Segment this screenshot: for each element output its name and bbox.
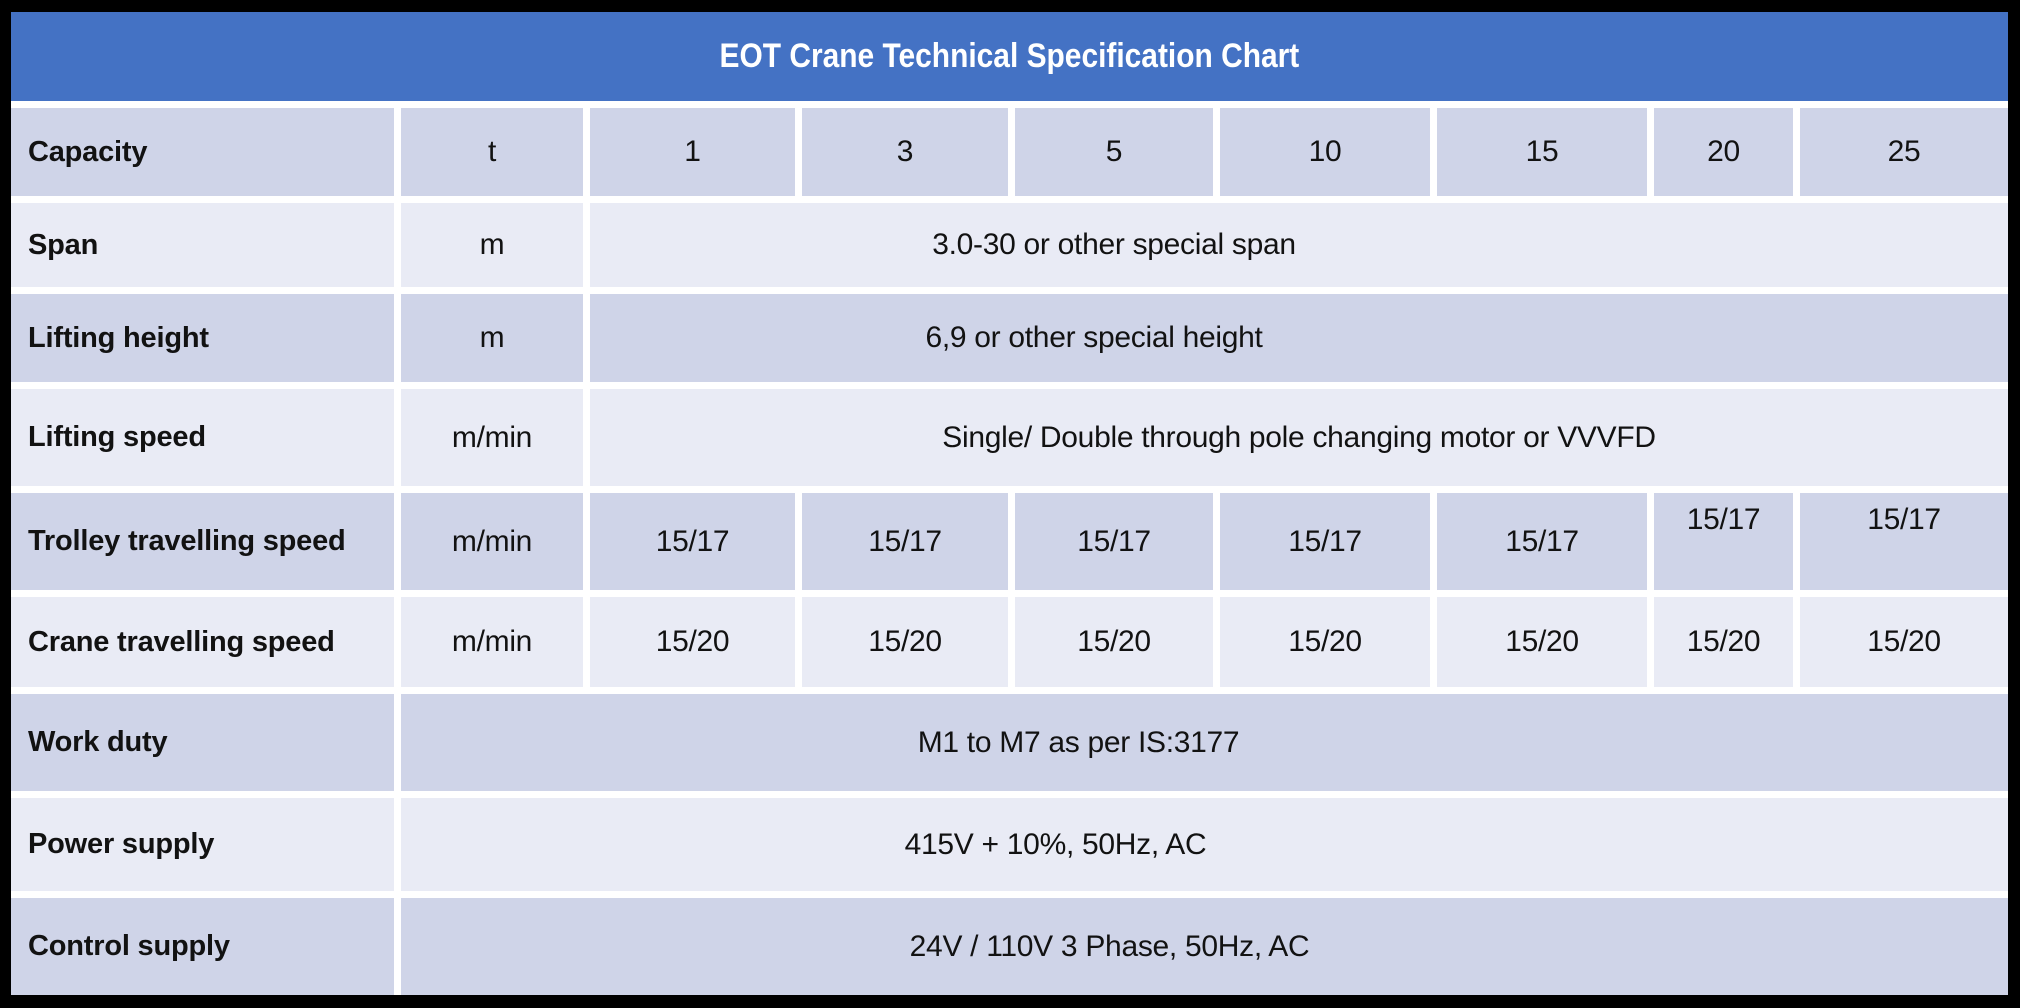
crane-speed-value-text: 15/20	[868, 625, 942, 658]
row-span-unit-text: m	[479, 228, 505, 261]
trolley-speed-value-cell: 15/17	[802, 493, 1008, 590]
row-control-supply-value-cell: 24V / 110V 3 Phase, 50Hz, AC	[401, 898, 2008, 995]
crane-speed-value-cell: 15/20	[1800, 597, 2008, 687]
trolley-speed-value-text: 15/17	[1686, 503, 1761, 536]
crane-speed-value-text: 15/20	[1867, 625, 1941, 658]
trolley-speed-value-cell: 15/17	[590, 493, 795, 590]
capacity-value-cell: 10	[1220, 108, 1430, 196]
row-lifting-speed-label-text: Lifting speed	[28, 421, 206, 453]
capacity-value-text: 5	[1105, 135, 1123, 168]
trolley-speed-value-cell: 15/17	[1015, 493, 1213, 590]
row-lifting-speed-unit-text: m/min	[451, 420, 533, 454]
trolley-speed-value-text: 15/17	[1288, 524, 1362, 558]
trolley-speed-value-text: 15/17	[655, 524, 730, 558]
row-crane-speed-label-text: Crane travelling speed	[28, 625, 335, 658]
capacity-value-text: 10	[1308, 135, 1342, 168]
trolley-speed-value-cell: 15/17	[1220, 493, 1430, 590]
crane-speed-value-cell: 15/20	[802, 597, 1008, 687]
crane-speed-value-text: 15/20	[1686, 625, 1761, 658]
row-lifting-speed-value-cell: Single/ Double through pole changing mot…	[590, 389, 2008, 486]
row-span-value-text: 3.0-30 or other special span	[932, 228, 1296, 261]
crane-speed-value-cell: 15/20	[1437, 597, 1647, 687]
row-work-duty-value-text: M1 to M7 as per IS:3177	[917, 725, 1240, 759]
capacity-value-cell: 5	[1015, 108, 1213, 196]
row-work-duty-value-cell: M1 to M7 as per IS:3177	[401, 694, 2008, 791]
capacity-value-cell: 3	[802, 108, 1008, 196]
row-crane-speed-unit-text: m/min	[451, 625, 533, 658]
row-capacity-unit: t	[401, 108, 583, 196]
crane-speed-value-cell: 15/20	[1015, 597, 1213, 687]
trolley-speed-value-text: 15/17	[1505, 524, 1579, 558]
crane-speed-value-text: 15/20	[1077, 625, 1151, 658]
row-lifting-speed-label: Lifting speed	[11, 389, 394, 486]
capacity-value-text: 15	[1525, 135, 1559, 168]
row-trolley-speed-label: Trolley travelling speed	[11, 493, 394, 590]
row-span-label-text: Span	[28, 228, 99, 261]
table-title-bar: EOT Crane Technical Specification Chart	[11, 12, 2008, 101]
trolley-speed-value-text: 15/17	[868, 524, 942, 558]
capacity-value-cell: 25	[1800, 108, 2008, 196]
row-capacity-label-text: Capacity	[28, 135, 148, 168]
crane-spec-table: EOT Crane Technical Specification Chart …	[11, 12, 2008, 995]
crane-speed-value-cell: 15/20	[590, 597, 795, 687]
row-lifting-speed-value-text: Single/ Double through pole changing mot…	[942, 420, 1656, 454]
row-crane-speed-label: Crane travelling speed	[11, 597, 394, 687]
crane-speed-value-text: 15/20	[1505, 625, 1579, 658]
trolley-speed-value-text: 15/17	[1867, 503, 1941, 536]
row-span-unit: m	[401, 203, 583, 287]
row-capacity-unit-text: t	[487, 135, 497, 168]
capacity-value-text: 3	[896, 135, 914, 168]
row-trolley-speed-unit-text: m/min	[451, 524, 533, 558]
row-control-supply-label-text: Control supply	[28, 930, 230, 962]
capacity-value-cell: 15	[1437, 108, 1647, 196]
row-lifting-height-unit-text: m	[479, 321, 505, 354]
row-lifting-height-unit: m	[401, 294, 583, 382]
row-crane-speed-unit: m/min	[401, 597, 583, 687]
row-control-supply-value-text: 24V / 110V 3 Phase, 50Hz, AC	[909, 929, 1310, 963]
capacity-value-text: 1	[684, 135, 701, 168]
row-trolley-speed-unit: m/min	[401, 493, 583, 590]
row-power-supply-label-text: Power supply	[28, 828, 215, 860]
row-lifting-height-value-text: 6,9 or other special height	[925, 321, 1263, 354]
capacity-value-text: 25	[1887, 135, 1921, 168]
capacity-value-text: 20	[1707, 135, 1740, 168]
row-work-duty-label: Work duty	[11, 694, 394, 791]
row-control-supply-label: Control supply	[11, 898, 394, 995]
trolley-speed-value-cell: 15/17	[1654, 493, 1793, 590]
row-lifting-speed-unit: m/min	[401, 389, 583, 486]
row-span-label: Span	[11, 203, 394, 287]
row-power-supply-value-text: 415V + 10%, 50Hz, AC	[904, 827, 1207, 861]
crane-speed-value-text: 15/20	[655, 625, 730, 658]
table-title-text: EOT Crane Technical Specification Chart	[719, 37, 1300, 75]
row-lifting-height-label: Lifting height	[11, 294, 394, 382]
row-power-supply-value-cell: 415V + 10%, 50Hz, AC	[401, 798, 2008, 891]
row-span-value-cell: 3.0-30 or other special span	[590, 203, 2008, 287]
capacity-value-cell: 20	[1654, 108, 1793, 196]
trolley-speed-value-cell: 15/17	[1437, 493, 1647, 590]
trolley-speed-value-cell: 15/17	[1800, 493, 2008, 590]
trolley-speed-value-text: 15/17	[1077, 524, 1151, 558]
row-lifting-height-label-text: Lifting height	[28, 321, 209, 354]
capacity-value-cell: 1	[590, 108, 795, 196]
row-power-supply-label: Power supply	[11, 798, 394, 891]
row-lifting-height-value-cell: 6,9 or other special height	[590, 294, 2008, 382]
row-work-duty-label-text: Work duty	[28, 726, 168, 758]
crane-speed-value-text: 15/20	[1288, 625, 1362, 658]
row-capacity-label: Capacity	[11, 108, 394, 196]
crane-speed-value-cell: 15/20	[1220, 597, 1430, 687]
row-trolley-speed-label-text: Trolley travelling speed	[28, 525, 346, 557]
crane-speed-value-cell: 15/20	[1654, 597, 1793, 687]
